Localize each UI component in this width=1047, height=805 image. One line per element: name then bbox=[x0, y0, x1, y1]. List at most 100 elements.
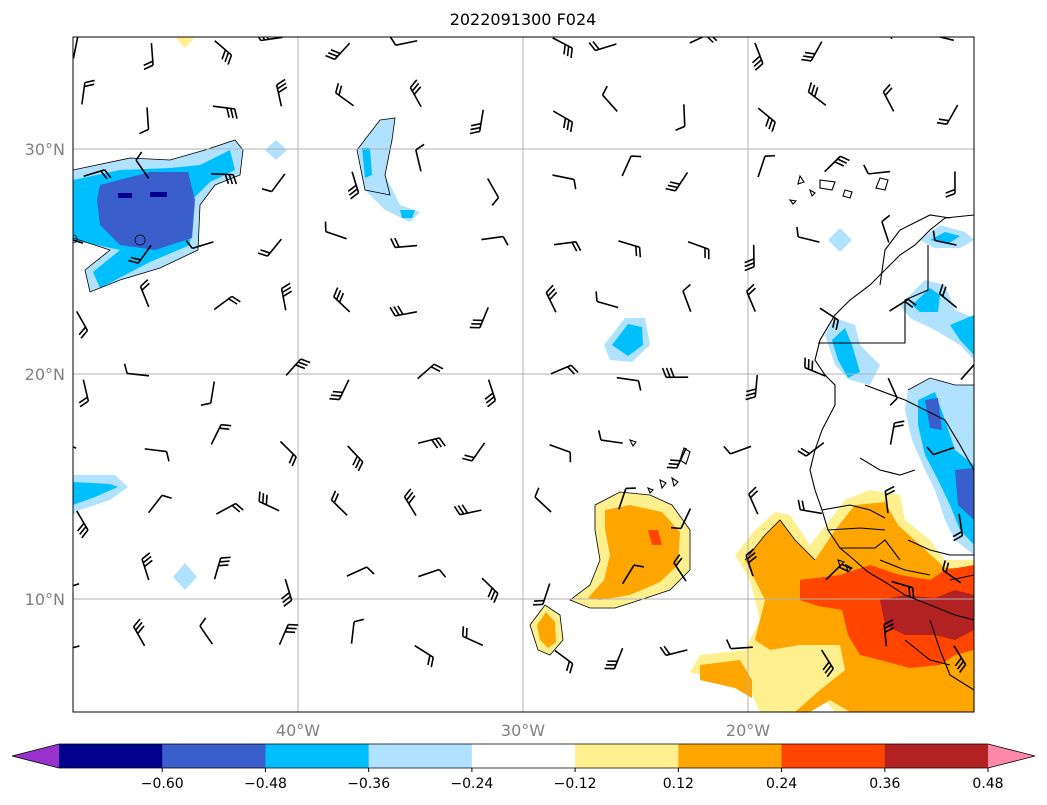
wind-barb bbox=[545, 284, 558, 313]
wind-barb bbox=[797, 499, 823, 515]
wind-barb bbox=[73, 239, 84, 244]
wind-barb bbox=[403, 488, 417, 516]
colorbar-tick-label: 0.24 bbox=[766, 776, 797, 792]
wind-barb bbox=[462, 442, 486, 462]
colorbar: −0.60 −0.48 −0.36 −0.24 −0.12 0.12 0.24 0.36 0.4… bbox=[11, 743, 1036, 792]
wind-barb bbox=[261, 173, 286, 193]
wind-barb bbox=[144, 448, 170, 462]
wind-barb bbox=[604, 647, 624, 670]
lon-label-40w: 40°W bbox=[276, 721, 320, 740]
colorbar-segment bbox=[265, 744, 370, 768]
wind-barb bbox=[883, 619, 895, 647]
wind-barb bbox=[661, 367, 689, 379]
longitude-labels: 40°W 30°W 20°W bbox=[276, 721, 770, 740]
wind-barb bbox=[132, 618, 146, 647]
wind-barb bbox=[280, 282, 293, 311]
wind-barb bbox=[588, 41, 617, 52]
wind-barb bbox=[745, 283, 757, 312]
wind-barb bbox=[936, 37, 954, 42]
wind-barb bbox=[723, 445, 752, 455]
wind-barb bbox=[123, 363, 150, 377]
map-panel bbox=[73, 37, 974, 712]
wind-barb bbox=[481, 577, 499, 603]
wind-barb bbox=[748, 486, 759, 515]
wind-barb bbox=[752, 42, 764, 71]
wind-barb bbox=[601, 85, 618, 112]
wind-barb bbox=[552, 174, 577, 190]
colorbar-segment bbox=[575, 744, 679, 768]
wind-barb bbox=[665, 171, 689, 192]
colorbar-segment bbox=[368, 744, 473, 768]
wind-barb bbox=[938, 283, 958, 309]
wind-barb bbox=[820, 649, 834, 678]
contour-lines bbox=[73, 117, 974, 656]
wind-barb bbox=[621, 564, 645, 585]
wind-barb bbox=[682, 283, 692, 312]
wind-barb bbox=[213, 556, 231, 580]
coastlines bbox=[628, 174, 974, 691]
wind-barb bbox=[745, 374, 759, 401]
wind-barb bbox=[213, 295, 241, 311]
wind-barb bbox=[675, 104, 686, 132]
wind-barb bbox=[389, 37, 418, 47]
wind-barb bbox=[128, 244, 152, 264]
wind-barb bbox=[73, 645, 80, 649]
wind-barb bbox=[285, 358, 311, 376]
wind-barb bbox=[825, 563, 852, 581]
wind-barb bbox=[618, 487, 636, 510]
wind-barb bbox=[486, 178, 500, 206]
wind-barb bbox=[214, 40, 233, 65]
wind-barb bbox=[744, 244, 755, 272]
wind-barb bbox=[75, 310, 89, 339]
wind-barb bbox=[863, 164, 891, 175]
wind-barb bbox=[616, 376, 642, 391]
colorbar-tick-label: 0.48 bbox=[972, 776, 1003, 792]
wind-barb bbox=[936, 104, 959, 125]
wind-barb bbox=[461, 626, 484, 647]
wind-barb bbox=[673, 554, 687, 582]
wind-barb bbox=[618, 240, 642, 258]
wind-barb bbox=[797, 441, 825, 457]
wind-barb bbox=[887, 377, 898, 406]
wind-barb bbox=[882, 83, 895, 112]
wind-barb bbox=[73, 583, 80, 587]
wind-barb bbox=[210, 423, 232, 445]
wind-barb bbox=[745, 548, 757, 577]
wind-barb bbox=[889, 298, 917, 312]
wind-barb bbox=[960, 363, 974, 381]
wind-barb bbox=[884, 485, 896, 514]
colorbar-segment bbox=[678, 744, 783, 768]
wind-barb bbox=[819, 307, 840, 331]
map-title: 2022091300 F024 bbox=[450, 10, 597, 29]
wind-barb bbox=[807, 82, 827, 107]
wind-barb bbox=[390, 237, 418, 249]
colorbar-segment bbox=[162, 744, 266, 768]
wind-barb bbox=[469, 109, 484, 135]
wind-barb bbox=[143, 43, 154, 71]
wind-barb bbox=[801, 41, 823, 62]
wind-barb bbox=[415, 143, 425, 172]
wind-barb bbox=[280, 578, 293, 607]
colorbar-tick-label: −0.12 bbox=[554, 776, 597, 792]
wind-barb bbox=[659, 645, 688, 657]
wind-barb bbox=[347, 445, 364, 472]
negative-anomaly-regions bbox=[73, 118, 974, 590]
wind-barb bbox=[881, 214, 891, 243]
colorbar-segment bbox=[471, 744, 576, 768]
lon-label-30w: 30°W bbox=[501, 721, 545, 740]
wind-barb bbox=[409, 79, 422, 108]
colorbar-extend-max bbox=[988, 744, 1035, 768]
wind-barb bbox=[550, 364, 579, 375]
wind-barb bbox=[329, 379, 350, 401]
wind-barb bbox=[324, 221, 347, 240]
wind-barb bbox=[890, 37, 893, 40]
wind-barb bbox=[414, 644, 435, 668]
wind-barb bbox=[621, 155, 642, 177]
wind-barb bbox=[135, 151, 150, 179]
wind-barb bbox=[597, 430, 623, 444]
wind-barb bbox=[257, 238, 283, 257]
wind-barb bbox=[932, 230, 957, 246]
lat-label-20n: 20°N bbox=[25, 365, 65, 384]
wind-barb bbox=[687, 240, 710, 260]
wind-barb bbox=[796, 226, 820, 243]
